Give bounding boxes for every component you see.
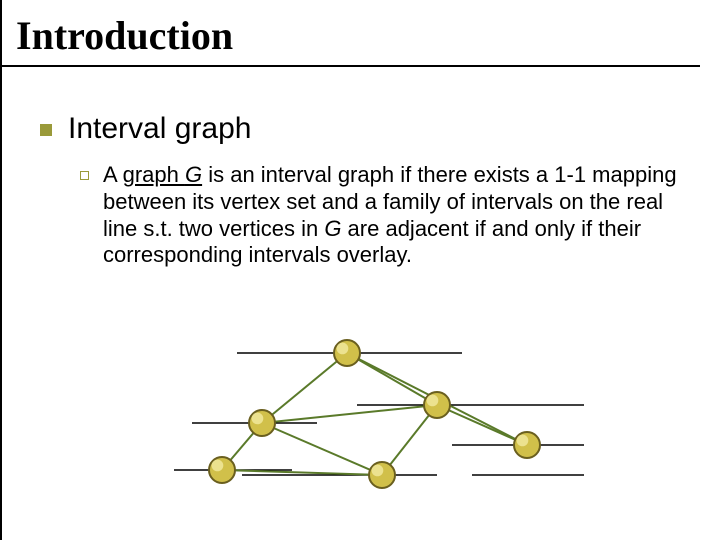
graph-edge [262,405,437,423]
graph-node [514,432,540,458]
bullet-level1: Interval graph [40,112,251,146]
graph-node [424,392,450,418]
interval-graph-figure [142,335,602,515]
graph-link[interactable]: graph G [123,162,203,187]
bullet-level2: A graph G is an interval graph if there … [80,162,692,269]
graph-edge [262,353,347,423]
g-italic: G [324,216,341,241]
graph-edge [262,423,382,475]
def-prefix: A [103,162,123,187]
graph-node [209,457,235,483]
graph-node [249,410,275,436]
graph-node [369,462,395,488]
hollow-square-bullet-icon [80,171,89,180]
slide-title: Introduction [2,0,700,67]
graph-node [334,340,360,366]
definition-text: A graph G is an interval graph if there … [103,162,692,269]
graph-edge [437,405,527,445]
graph-svg [142,335,602,515]
slide: Introduction Interval graph A graph G is… [0,0,720,540]
level1-text: Interval graph [68,112,251,146]
square-bullet-icon [40,124,52,136]
